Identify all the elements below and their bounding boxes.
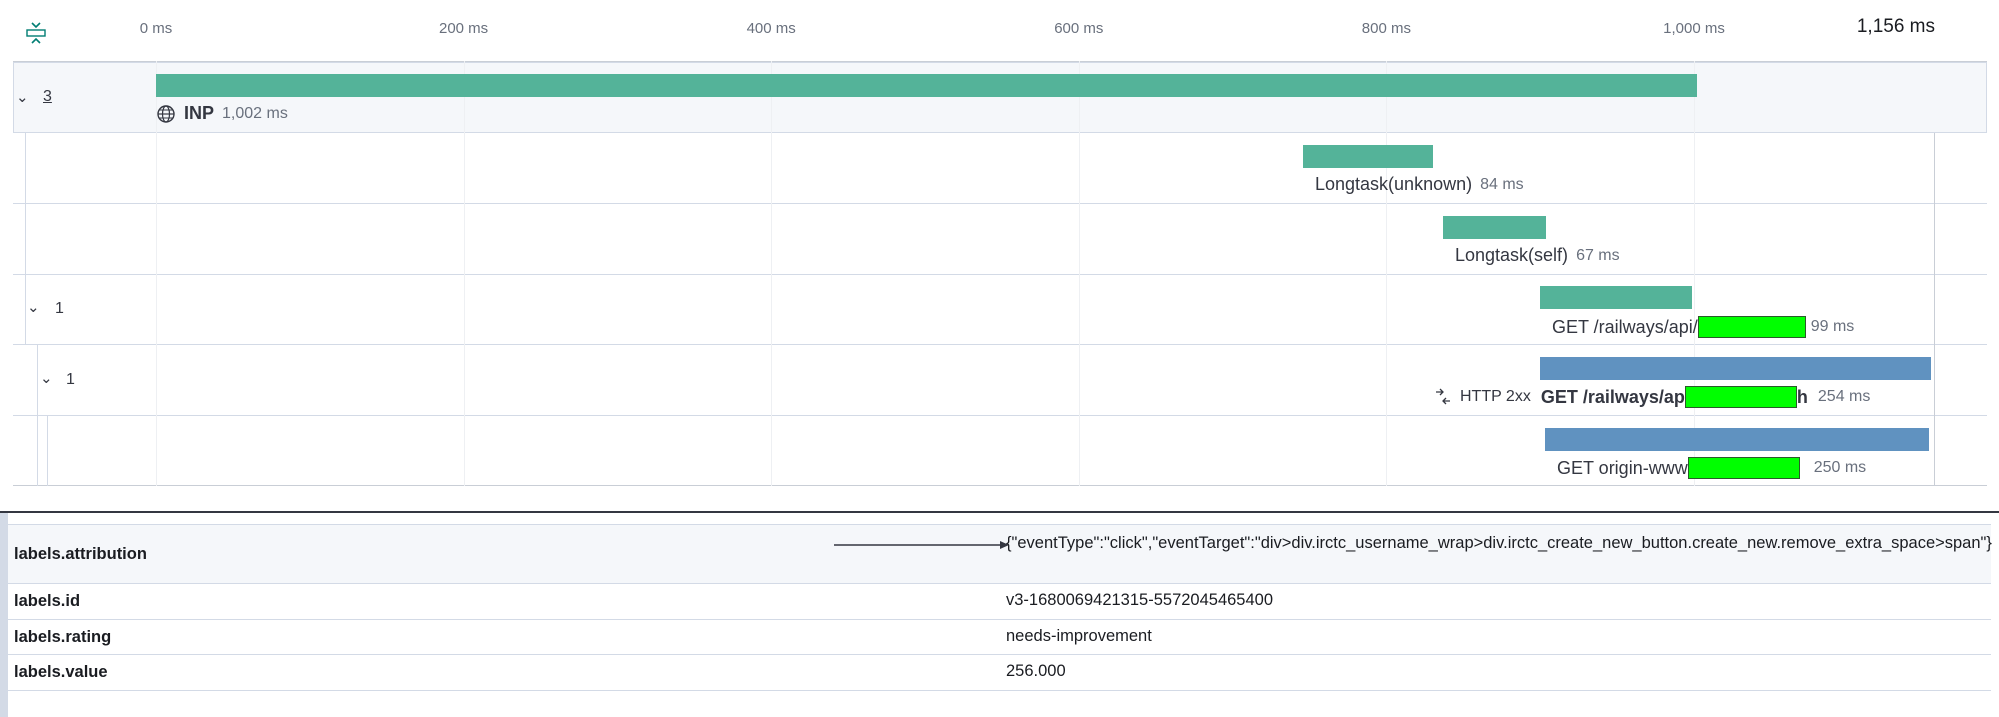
span-name: GET /railways/api/ (1552, 316, 1698, 337)
span-duration: 84 ms (1480, 175, 1524, 193)
grid-line (1078, 61, 1080, 486)
metadata-key: labels.rating (14, 628, 112, 646)
metadata-row: labels.rating needs-improvement (8, 620, 1991, 655)
axis-tick: 800 ms (1361, 20, 1411, 37)
chevron-down-icon[interactable]: ⌄ (40, 370, 53, 387)
metadata-row: labels.attribution {"eventType":"click",… (8, 524, 1992, 584)
metadata-key: labels.value (14, 663, 108, 681)
metadata-row: labels.value 256.000 (8, 655, 1991, 691)
span-name: GET /railways/ap (1540, 386, 1685, 407)
arrow-annotation (834, 541, 1009, 549)
panel-left-border (0, 513, 8, 717)
span-duration: 250 ms (1813, 459, 1867, 476)
waterfall (13, 61, 1987, 486)
metadata-value: {"eventType":"click","eventTarget":"div>… (1006, 534, 1992, 552)
nest-line (25, 133, 26, 345)
redaction-box (1684, 386, 1797, 408)
http-status: HTTP 2xx (1460, 388, 1531, 405)
span-label-inp: INP 1,002 ms (156, 103, 288, 124)
span-bar[interactable] (1443, 216, 1547, 239)
axis-tick: 400 ms (746, 20, 796, 37)
metadata-key: labels.attribution (14, 545, 147, 563)
panel-divider (0, 511, 1999, 513)
span-duration: 254 ms (1817, 388, 1871, 405)
span-row-get-ap[interactable] (13, 345, 1987, 416)
span-row-get-api[interactable] (13, 274, 1987, 345)
timeline-end-line (1934, 133, 1935, 486)
span-label-longtask-unknown: Longtask(unknown) 84 ms (1315, 174, 1524, 195)
metadata-key: labels.id (14, 592, 81, 610)
span-bar[interactable] (1540, 357, 1931, 380)
grid-line (463, 61, 465, 486)
span-label-longtask-self: Longtask(self) 67 ms (1455, 245, 1620, 266)
exit-span-icon (1436, 388, 1450, 405)
grid-line (1386, 61, 1388, 486)
nest-line (37, 345, 38, 486)
timeline-axis: 0 ms 200 ms 400 ms 600 ms 800 ms 1,000 m… (0, 0, 1999, 61)
span-duration: 67 ms (1576, 246, 1620, 264)
grid-line (156, 61, 157, 486)
grid-line (771, 61, 773, 486)
grid-line (1694, 61, 1695, 486)
axis-tick: 200 ms (438, 20, 489, 37)
span-bar[interactable] (156, 74, 1698, 97)
span-label-get-api: GET /railways/api/ 99 ms (1552, 316, 1854, 338)
span-name: Longtask(self) (1455, 245, 1569, 265)
total-duration: 1,156 ms (1856, 16, 1935, 37)
span-name-suffix: h (1796, 386, 1808, 407)
span-label-get-ap: HTTP 2xx GET /railways/ap h 254 ms (1434, 386, 1870, 408)
span-duration: 1,002 ms (222, 104, 288, 122)
axis-tick: 600 ms (1054, 20, 1104, 37)
span-bar[interactable] (1544, 428, 1930, 451)
collapse-all-icon[interactable] (24, 20, 48, 46)
span-bar[interactable] (1540, 286, 1693, 309)
group-count: 1 (55, 300, 64, 317)
span-name: INP (184, 103, 215, 123)
nest-line (47, 416, 48, 486)
span-name: Longtask(unknown) (1315, 174, 1473, 194)
axis-tick: 0 ms (139, 20, 173, 37)
span-row-longtask-self[interactable] (13, 204, 1987, 275)
metadata-value: needs-improvement (1006, 627, 1152, 645)
span-duration: 99 ms (1810, 318, 1855, 335)
metadata-value: 256.000 (1006, 662, 1066, 680)
redaction-box (1687, 457, 1800, 479)
globe-icon (157, 104, 175, 123)
span-label-get-origin: GET origin-www 250 ms (1557, 457, 1866, 479)
chevron-down-icon[interactable]: ⌄ (27, 299, 40, 316)
redaction-box (1697, 316, 1806, 338)
span-name: GET origin-www (1557, 457, 1688, 478)
chevron-down-icon[interactable]: ⌄ (16, 89, 29, 106)
metadata-row: labels.id v3-1680069421315-5572045465400 (8, 584, 1991, 620)
span-bar[interactable] (1303, 145, 1433, 168)
span-row-inp[interactable] (13, 62, 1987, 133)
group-count: 1 (66, 371, 75, 388)
group-count[interactable]: 3 (43, 88, 52, 105)
axis-tick: 1,000 ms (1663, 20, 1725, 37)
span-row-longtask-unknown[interactable] (13, 133, 1987, 204)
metadata-value: v3-1680069421315-5572045465400 (1006, 591, 1274, 609)
